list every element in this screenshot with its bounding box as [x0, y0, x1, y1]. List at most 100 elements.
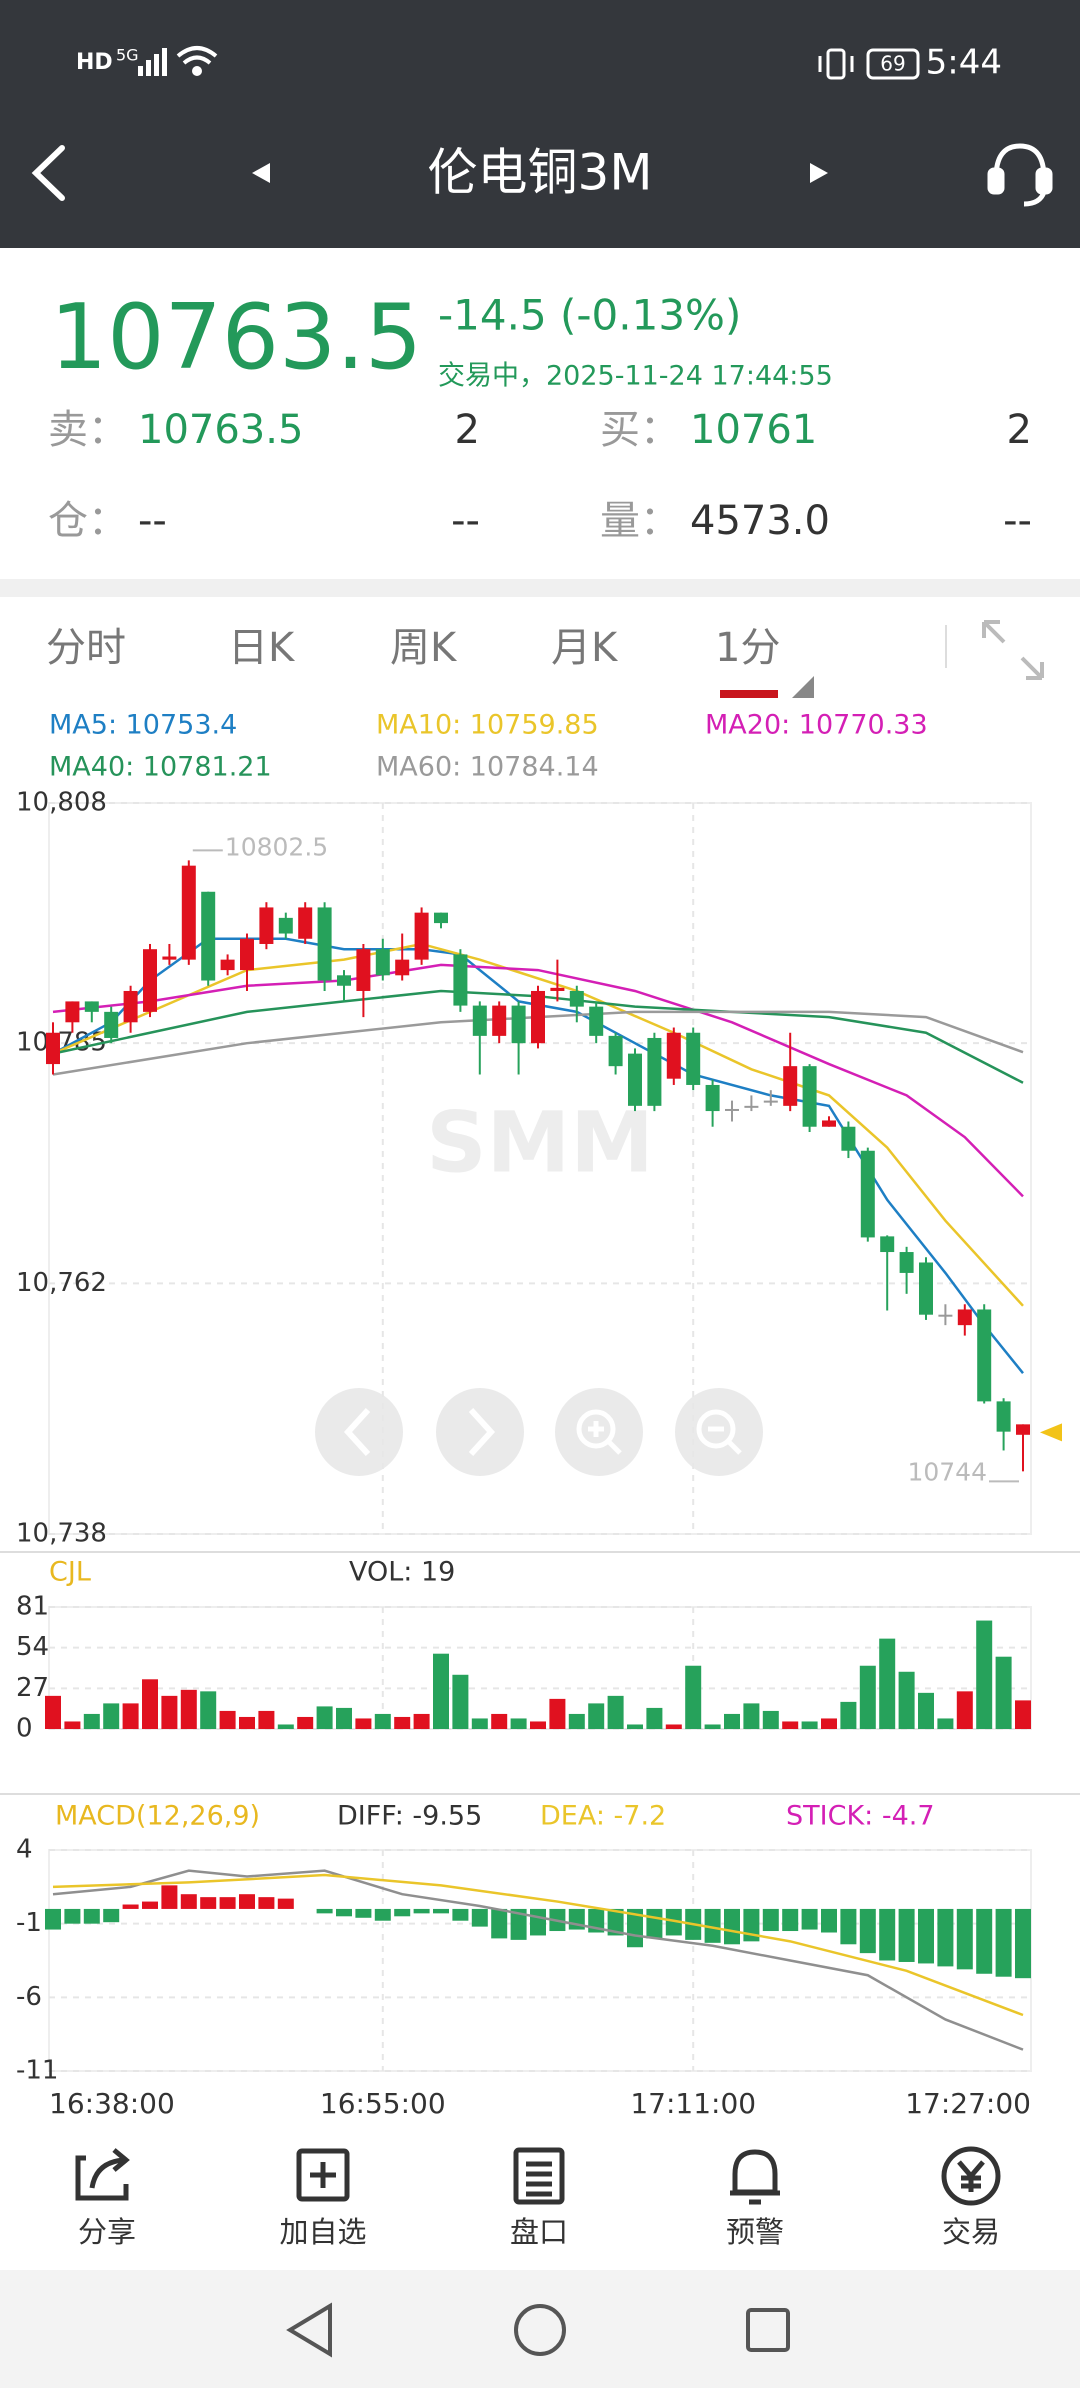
macd-stick	[724, 1908, 740, 1945]
oi-value: --	[138, 498, 167, 544]
candle-body	[899, 1252, 914, 1273]
macd-stick	[355, 1908, 372, 1918]
volume-bar	[103, 1703, 120, 1729]
macd-legend: DIFF: -9.55	[337, 1801, 482, 1832]
macd-stick	[762, 1908, 779, 1932]
volume-bar	[510, 1718, 527, 1729]
y-tick-label: -6	[16, 1982, 42, 2012]
candle-body	[705, 1084, 720, 1112]
candle-body	[686, 1032, 701, 1085]
volume-bar	[355, 1718, 372, 1729]
macd-stick	[801, 1908, 818, 1930]
vibrate-icon	[818, 48, 854, 80]
orderbook-icon[interactable]	[513, 2147, 565, 2205]
nav-recent[interactable]	[746, 2308, 790, 2352]
tab[interactable]: 月K	[551, 625, 619, 671]
share-icon[interactable]	[75, 2148, 130, 2201]
candle-body	[240, 938, 254, 971]
candle-body	[1016, 1424, 1030, 1435]
candle-body	[492, 1005, 507, 1036]
watermark: SMM	[426, 1093, 654, 1191]
ma-line	[52, 1010, 1024, 1076]
x-tick-label: 16:55:00	[320, 2087, 446, 2120]
nav-home[interactable]	[514, 2304, 566, 2356]
tab-dropdown[interactable]	[792, 676, 814, 698]
toolbar-label[interactable]: 分享	[78, 2215, 136, 2249]
header-bg	[0, 0, 1080, 248]
zoom-out-icon	[696, 1409, 742, 1455]
volume-bar	[607, 1695, 624, 1729]
toolbar-label[interactable]: 盘口	[510, 2215, 568, 2249]
candle-body	[569, 990, 584, 1007]
y-tick-label: -11	[16, 2056, 58, 2086]
toolbar-labels: 分享 加自选 盘口 预警 交易	[78, 2215, 1000, 2249]
y-tick-label: 27	[16, 1673, 49, 1703]
macd-stick	[258, 1897, 275, 1909]
volume-bar	[394, 1716, 411, 1729]
next-button[interactable]	[810, 163, 828, 183]
volume-bar	[200, 1691, 217, 1729]
volume-bar	[297, 1716, 314, 1729]
prev-button[interactable]	[252, 163, 270, 183]
y-tick-label: 0	[16, 1714, 33, 1744]
ma-line	[52, 937, 1024, 1374]
back-button[interactable]	[31, 145, 65, 201]
macd-legend: STICK: -4.7	[786, 1801, 935, 1832]
alert-icon[interactable]	[730, 2149, 780, 2205]
volume-bar	[588, 1703, 605, 1729]
nav-back[interactable]	[286, 2302, 332, 2358]
trade-icon[interactable]	[941, 2146, 1001, 2206]
macd-stick	[530, 1908, 546, 1936]
volume-bar	[762, 1710, 779, 1729]
tab[interactable]: 分时	[46, 625, 126, 671]
volume-bar	[142, 1679, 158, 1729]
volume-bar	[549, 1698, 566, 1729]
service-button[interactable]	[987, 143, 1053, 207]
last-price: 10763.5	[50, 285, 422, 390]
volume-bar	[161, 1695, 178, 1729]
ma-legend: MA5: 10753.4	[49, 710, 237, 741]
y-tick-label: -1	[16, 1908, 42, 1938]
scroll-right-button[interactable]	[436, 1388, 524, 1476]
min-label: 10744	[907, 1457, 987, 1486]
volume-bar	[277, 1724, 294, 1729]
ask-label: 卖：	[48, 407, 128, 453]
candle-body	[434, 912, 448, 924]
candle-body	[472, 1005, 487, 1036]
tab-active[interactable]: 1分	[715, 625, 780, 671]
watchlist-icon[interactable]	[296, 2148, 350, 2202]
candle-body	[919, 1262, 933, 1315]
tab[interactable]: 周K	[390, 625, 458, 671]
macd-stick	[956, 1908, 973, 1970]
candle-body	[802, 1066, 817, 1127]
tab[interactable]: 日K	[228, 625, 296, 671]
toolbar-label[interactable]: 交易	[942, 2215, 1000, 2249]
macd-stick	[607, 1908, 624, 1936]
candle-body	[181, 865, 196, 960]
volume-value: 4573.0	[690, 498, 830, 544]
ma-line	[52, 963, 1024, 1198]
scroll-left-button[interactable]	[315, 1388, 403, 1476]
volume-bar	[413, 1713, 430, 1729]
candle-body	[666, 1032, 681, 1079]
volume-bar	[627, 1724, 643, 1729]
bid-label: 买：	[600, 407, 680, 453]
zoom-in-button[interactable]	[555, 1388, 643, 1476]
signal-icon	[138, 48, 167, 76]
toolbar-label[interactable]: 预警	[726, 2215, 784, 2249]
candle-body	[395, 959, 410, 976]
toolbar-icons	[75, 2146, 1001, 2206]
candle-body	[298, 907, 313, 939]
zoom-out-button[interactable]	[675, 1388, 763, 1476]
volume-bar	[471, 1718, 488, 1729]
hd-icon: HD	[76, 50, 113, 75]
macd-stick	[122, 1904, 139, 1909]
volume-bar	[336, 1707, 352, 1729]
macd-stick	[471, 1908, 488, 1927]
toolbar-label[interactable]: 加自选	[279, 2215, 366, 2249]
fullscreen-button[interactable]	[982, 620, 1044, 680]
macd-stick	[336, 1908, 352, 1917]
